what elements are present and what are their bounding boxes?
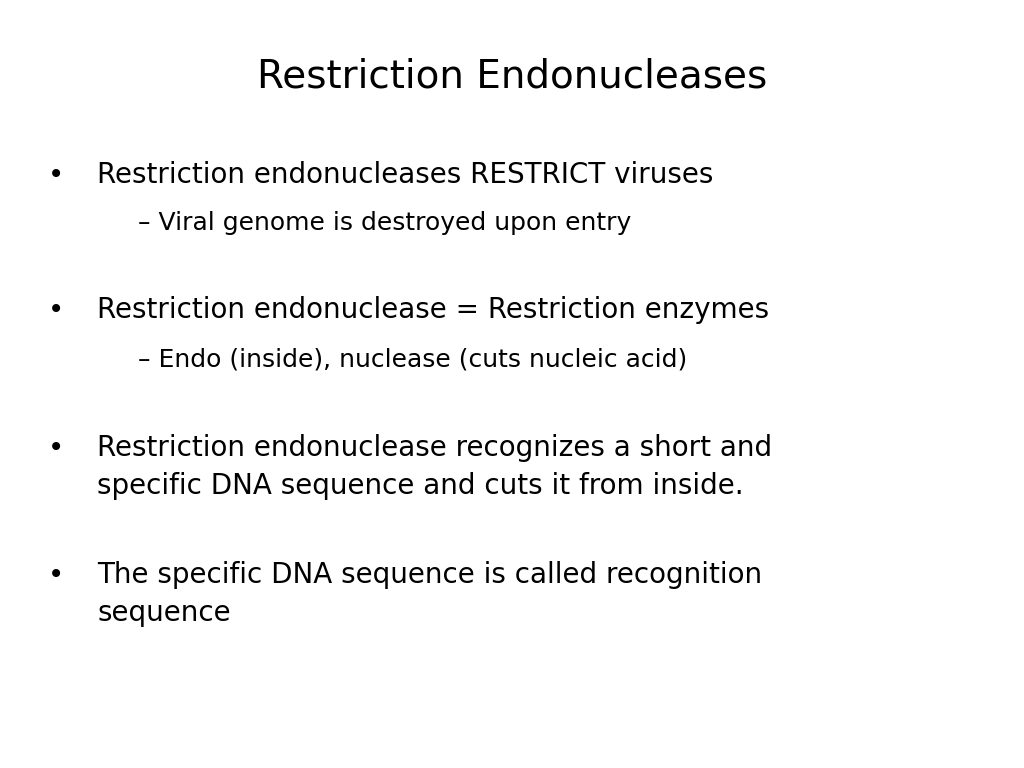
Text: •: • [48,434,65,462]
Text: •: • [48,296,65,323]
Text: Restriction endonucleases RESTRICT viruses: Restriction endonucleases RESTRICT virus… [97,161,714,189]
Text: •: • [48,561,65,588]
Text: – Viral genome is destroyed upon entry: – Viral genome is destroyed upon entry [138,211,632,235]
Text: Restriction endonuclease = Restriction enzymes: Restriction endonuclease = Restriction e… [97,296,769,323]
Text: Restriction Endonucleases: Restriction Endonucleases [257,58,767,95]
Text: •: • [48,161,65,189]
Text: The specific DNA sequence is called recognition
sequence: The specific DNA sequence is called reco… [97,561,763,627]
Text: – Endo (inside), nuclease (cuts nucleic acid): – Endo (inside), nuclease (cuts nucleic … [138,347,687,371]
Text: Restriction endonuclease recognizes a short and
specific DNA sequence and cuts i: Restriction endonuclease recognizes a sh… [97,434,772,500]
